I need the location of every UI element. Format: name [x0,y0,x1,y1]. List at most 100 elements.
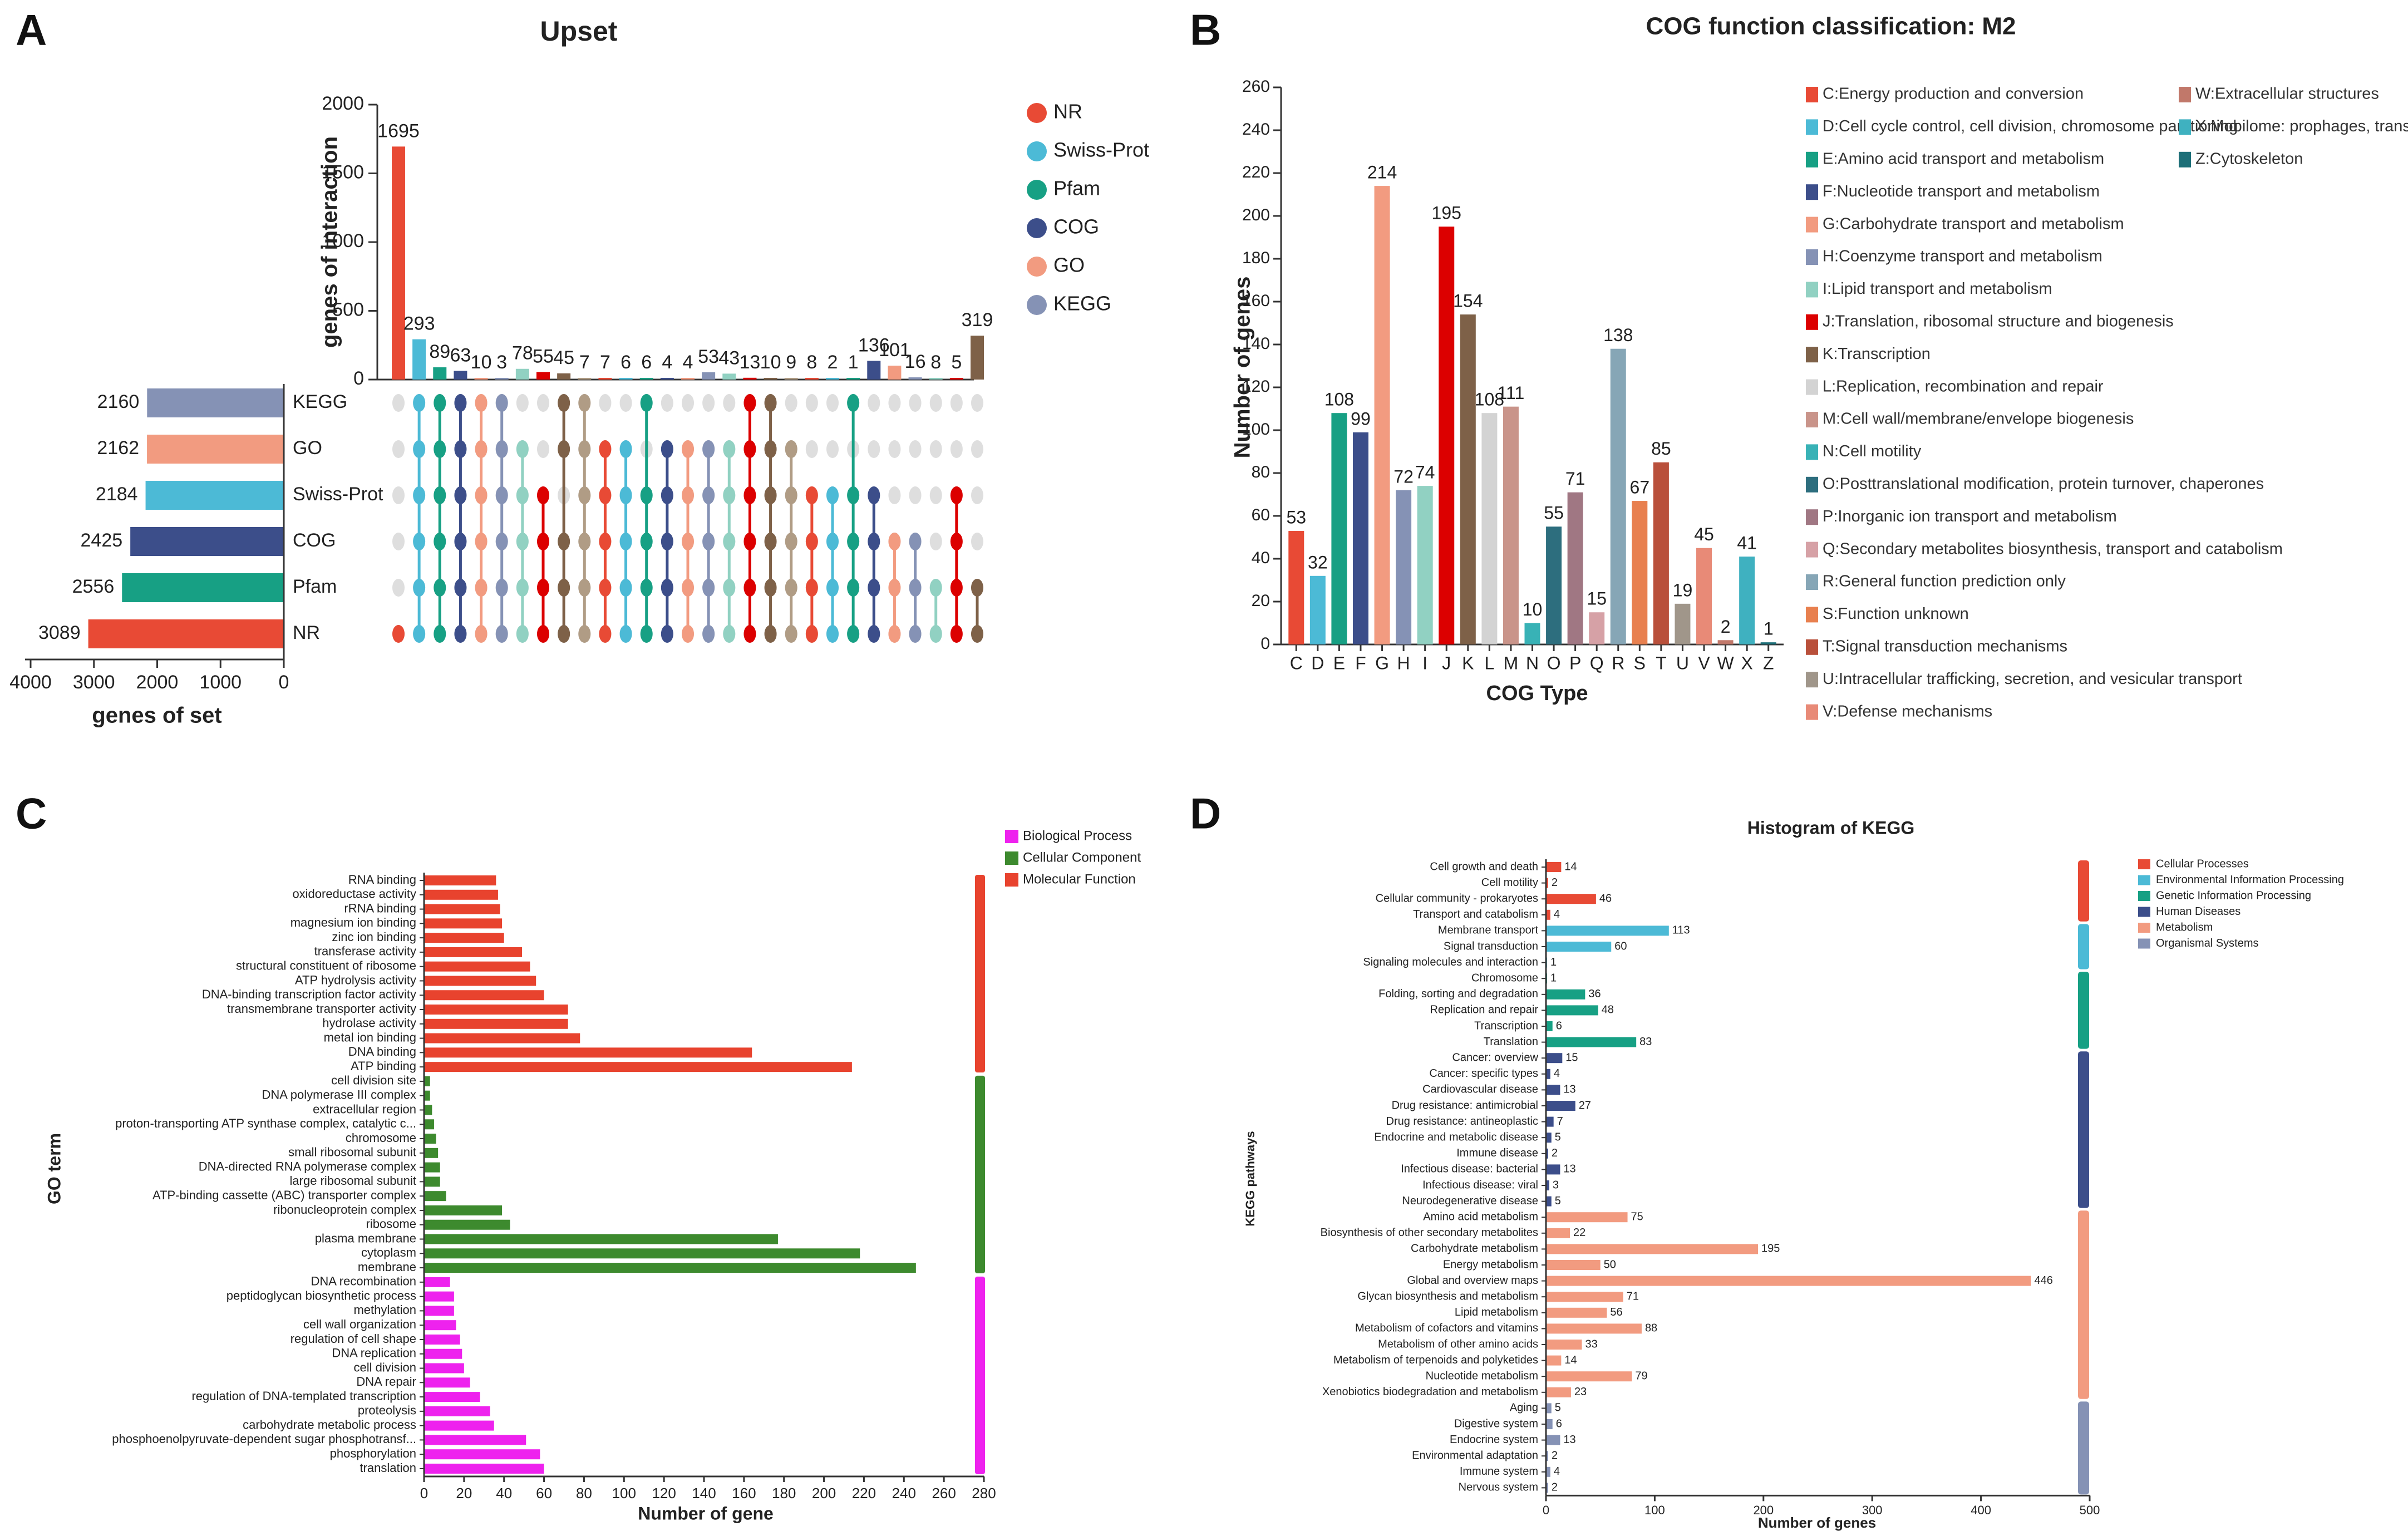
upset-member-dot [454,625,467,643]
upset-member-dot [909,625,922,643]
go-x-tick-label: 20 [456,1485,472,1501]
upset-member-dot [434,394,446,412]
kegg-bar-label: 5 [1555,1402,1561,1414]
cog-legend-swatch [1806,541,1818,558]
go-legend-swatch [1005,873,1018,887]
upset-member-dot [702,579,715,597]
upset-intersection-bar [971,336,984,380]
cog-x-tick-label: I [1422,653,1427,673]
upset-member-dot [558,533,570,550]
upset-member-dot [661,579,673,597]
cog-bar-label: 67 [1630,477,1650,498]
kegg-bar-label: 7 [1557,1115,1563,1128]
upset-legend-swatch [1027,103,1047,123]
kegg-bar-label: 13 [1563,1084,1575,1096]
kegg-bar-label: 4 [1554,1067,1560,1080]
upset-member-dot [868,533,880,550]
cog-legend-label: W:Extracellular structures [2195,85,2379,103]
cog-legend-label: T:Signal transduction mechanisms [1823,637,2067,655]
cog-bar-label: 108 [1324,390,1354,410]
kegg-bar [1546,1307,1607,1318]
upset-member-dot [537,533,549,550]
cog-x-tick-label: T [1656,653,1667,673]
upset-member-dot [847,625,860,643]
cog-y-tick-label: 40 [1252,549,1270,567]
kegg-bar [1546,1387,1571,1397]
kegg-bar-label: 60 [1614,940,1627,952]
upset-set-name: GO [293,437,322,459]
go-bar [424,1134,436,1144]
kegg-bar [1546,1355,1562,1366]
upset-set-name: NR [293,622,320,643]
upset-y-tick-label: 1000 [322,230,364,252]
go-term-label: regulation of cell shape [290,1332,416,1346]
go-term-label: peptidoglycan biosynthetic process [226,1288,416,1302]
upset-member-dot [805,533,818,550]
go-term-label: ATP-binding cassette (ABC) transporter c… [152,1188,416,1202]
cog-legend-swatch [1806,314,1818,330]
go-term-label: DNA repair [356,1375,416,1389]
kegg-group-band [2078,1210,2089,1399]
kegg-bar-label: 6 [1556,1417,1562,1430]
go-term-label: extracellular region [313,1102,416,1116]
kegg-term-label: Drug resistance: antineoplastic [1386,1115,1538,1128]
cog-legend-label: G:Carbohydrate transport and metabolism [1823,215,2124,233]
upset-member-dot [495,486,508,504]
upset-member-dot [413,579,426,597]
kegg-x-tick-label: 0 [1543,1503,1549,1517]
upset-intersection-bar [722,373,736,380]
cog-legend-swatch [1806,249,1818,265]
upset-empty-dot [971,533,983,550]
go-legend-label: Cellular Component [1023,850,1141,865]
upset-member-dot [578,533,591,550]
upset-y-tick-label: 0 [353,368,364,389]
upset-empty-dot [929,533,942,550]
upset-intersection-bar [619,378,633,380]
kegg-bar [1546,1466,1550,1477]
upset-intersection-label: 3 [496,352,507,373]
cog-bar-label: 214 [1367,163,1397,183]
kegg-legend-label: Metabolism [2156,921,2213,933]
cog-bar-label: 99 [1351,408,1371,429]
kegg-term-label: Biosynthesis of other secondary metaboli… [1321,1227,1538,1239]
kegg-bar [1546,1116,1554,1127]
upset-member-dot [537,579,549,597]
go-bar [424,1148,439,1158]
upset-member-dot [475,533,487,550]
kegg-term-label: Metabolism of other amino acids [1378,1338,1538,1350]
upset-legend-label: KEGG [1053,292,1111,315]
cog-bar [1567,492,1583,644]
upset-legend-swatch [1027,218,1047,238]
upset-member-dot [516,486,529,504]
cog-x-tick-label: D [1311,653,1324,673]
cog-legend-swatch [1806,444,1818,460]
upset-set-bar [147,388,284,417]
kegg-term-label: Cell growth and death [1430,860,1538,873]
go-bar [424,1334,460,1345]
go-term-label: ribosome [366,1217,416,1231]
cog-legend-swatch [1806,184,1818,200]
kegg-bar-label: 2 [1552,1481,1558,1494]
cog-bar [1675,603,1691,644]
kegg-bar-label: 4 [1554,1465,1560,1478]
upset-member-dot [434,440,446,458]
cog-bar-label: 111 [1498,383,1525,403]
cog-bar [1481,413,1498,644]
upset-member-dot [537,625,549,643]
cog-bar-label: 15 [1587,589,1607,609]
upset-member-dot [578,579,591,597]
upset-member-dot [599,533,612,550]
upset-member-dot [495,579,508,597]
cog-legend-label: R:General function prediction only [1823,573,2066,590]
kegg-bar-label: 15 [1565,1051,1578,1064]
upset-member-dot [516,533,529,550]
cog-bar-label: 71 [1565,469,1585,489]
upset-member-dot [868,625,880,643]
upset-empty-dot [661,394,673,412]
upset-empty-dot [909,394,922,412]
upset-y-tick-label: 2000 [322,93,364,114]
kegg-bar [1546,1451,1548,1461]
go-bar [424,947,523,957]
kegg-bar [1546,1164,1560,1175]
upset-intersection-bar [743,377,757,380]
